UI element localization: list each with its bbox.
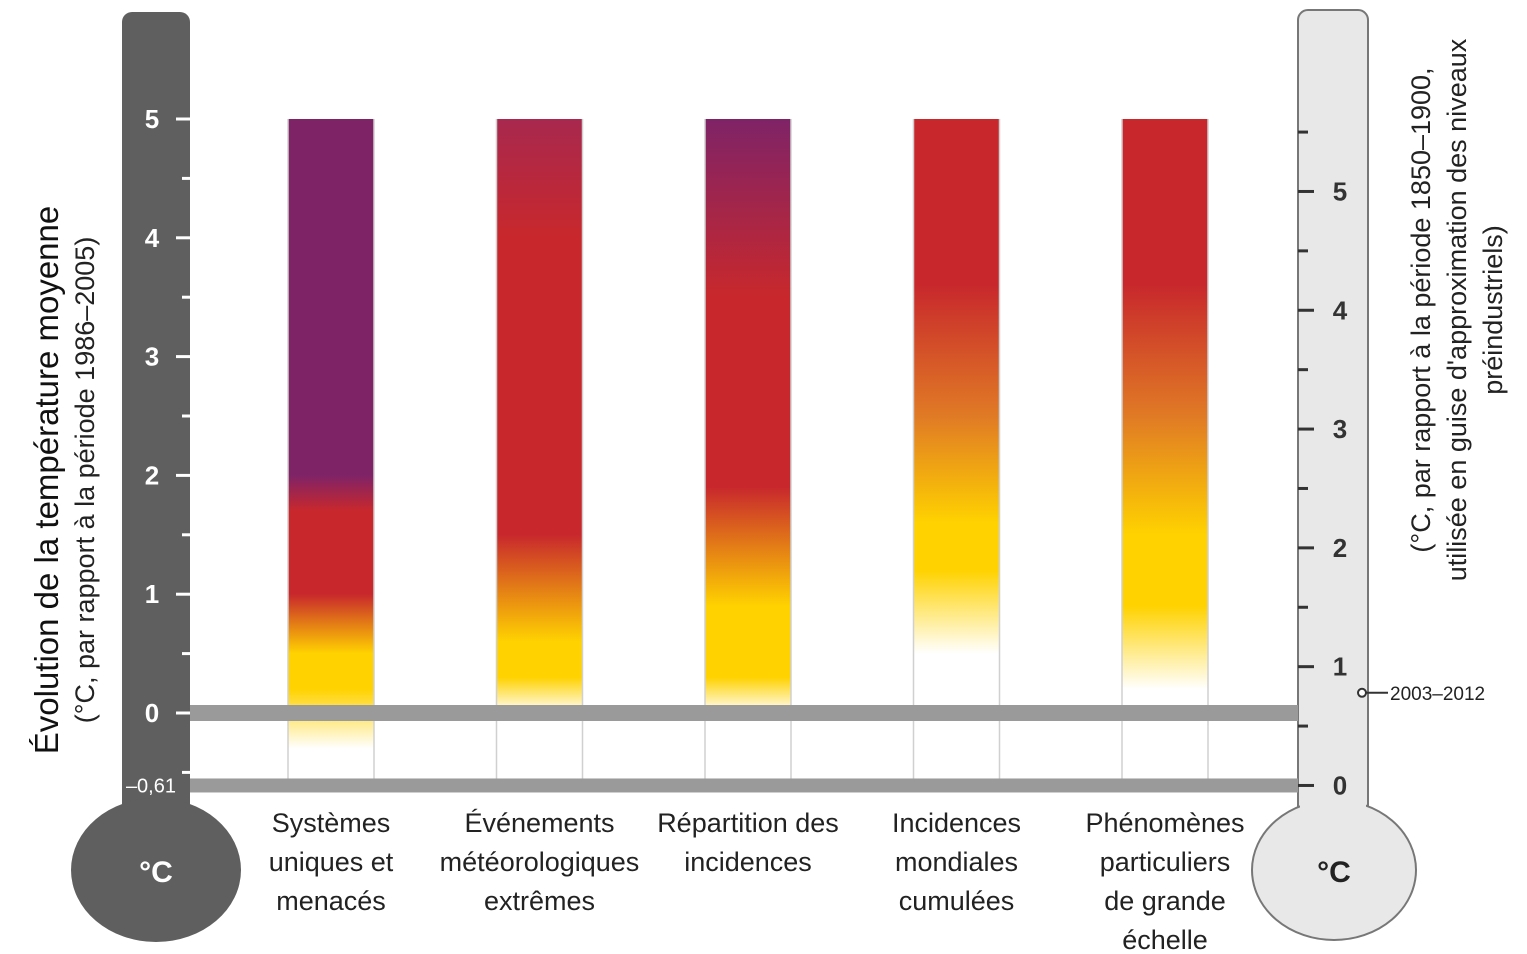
period-marker: 2003–2012 (1357, 684, 1485, 705)
left-tick-label: 2 (145, 460, 159, 490)
bar (496, 119, 583, 786)
left-thermometer: °C 0 1 2 3 4 5 (71, 12, 241, 942)
left-tick-label: 4 (145, 223, 160, 253)
left-axis-subtitle: (°C, par rapport à la période 1986–2005) (70, 237, 100, 724)
period-marker-dot (1357, 687, 1367, 698)
left-thermometer-stem (122, 12, 190, 832)
right-tick-label: 3 (1333, 414, 1347, 444)
category-label-line: météorologiques (440, 847, 640, 877)
right-tick-label: 2 (1333, 533, 1347, 563)
right-tick-label: 1 (1333, 652, 1347, 682)
category-label-line: échelle (1122, 925, 1208, 954)
category-label: Répartition des incidences (657, 808, 839, 877)
category-label-line: incidences (684, 847, 812, 877)
right-thermometer: °C 0 1 2 3 4 5 2003–2012 (1251, 9, 1485, 941)
left-tick-label: 5 (145, 104, 159, 134)
left-thermometer-unit: °C (139, 856, 173, 889)
category-label-line: extrêmes (484, 886, 595, 916)
left-tick-label: 3 (145, 342, 159, 372)
left-thermometer-bulb (71, 798, 241, 942)
right-axis-title-line: utilisée en guise d'approximation des ni… (1442, 38, 1472, 581)
left-axis-title: Évolution de la température moyenne (28, 206, 65, 755)
category-label-line: Incidences (892, 808, 1021, 838)
category-label: Phénomènes particuliers de grande échelle (1085, 808, 1244, 954)
category-label-line: menacés (276, 886, 386, 916)
category-label-line: de grande (1104, 886, 1226, 916)
left-tick-label: 0 (145, 698, 159, 728)
category-label-line: particuliers (1100, 847, 1231, 877)
category-label-line: uniques et (269, 847, 394, 877)
bars (287, 119, 1209, 786)
category-label: Événements météorologiques extrêmes (440, 808, 640, 916)
right-axis-title-line: préindustriels) (1478, 225, 1508, 395)
category-label-line: Événements (464, 808, 614, 838)
left-axis-ticks: 0 1 2 3 4 5 (145, 104, 190, 774)
right-tick-label: 5 (1333, 176, 1347, 206)
category-label-line: Systèmes (272, 808, 391, 838)
right-axis-ticks: 0 1 2 3 4 5 (1298, 130, 1348, 800)
zero-baseline (190, 705, 1298, 721)
right-axis-title-line: (°C, par rapport à la période 1850–1900, (1406, 67, 1436, 552)
bar (1122, 119, 1208, 786)
category-label-line: cumulées (899, 886, 1015, 916)
left-axis-title-group: Évolution de la température moyenne (°C,… (28, 206, 100, 755)
right-axis-title-group: (°C, par rapport à la période 1850–1900,… (1406, 38, 1508, 581)
left-tick-label: 1 (145, 579, 159, 609)
right-tick-label: 0 (1333, 770, 1347, 800)
category-label: Systèmes uniques et menacés (269, 808, 394, 916)
right-thermometer-unit: °C (1317, 856, 1351, 889)
category-label-line: Phénomènes (1085, 808, 1244, 838)
category-labels: Systèmes uniques et menacés Événements météo… (269, 808, 1245, 954)
bar (288, 119, 374, 786)
category-label-line: mondiales (895, 847, 1018, 877)
period-marker-label: 2003–2012 (1390, 684, 1485, 705)
bar (705, 119, 791, 786)
category-label-line: Répartition des (657, 808, 839, 838)
right-tick-label: 4 (1333, 295, 1348, 325)
preindustrial-baseline (190, 778, 1298, 793)
category-label: Incidences mondiales cumulées (892, 808, 1021, 916)
bar (913, 119, 1000, 786)
baseline-label: –0,61 (126, 775, 176, 797)
